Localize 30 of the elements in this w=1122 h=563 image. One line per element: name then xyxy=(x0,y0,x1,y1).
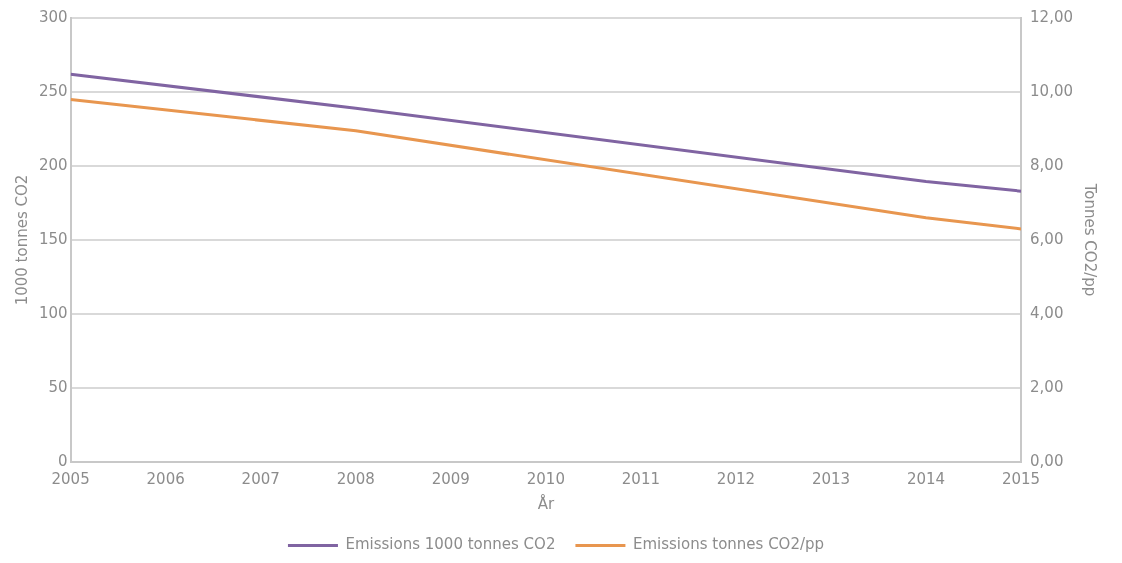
y-tick-label: 100 xyxy=(38,303,68,322)
x-tick-label: 2007 xyxy=(241,469,280,488)
y2-tick-label: 12,00 xyxy=(1030,7,1074,26)
y-axis-title: 1000 tonnes CO2 xyxy=(12,174,31,306)
y-tick-label: 150 xyxy=(38,229,68,248)
y-tick-label: 300 xyxy=(38,7,68,26)
x-tick-label: 2014 xyxy=(906,469,946,488)
x-tick-label: 2006 xyxy=(146,469,185,488)
x-tick-label: 2008 xyxy=(336,469,375,488)
x-tick-label: 2011 xyxy=(621,469,660,488)
x-tick-label: 2013 xyxy=(811,469,851,488)
y-tick-label: 200 xyxy=(38,155,68,174)
y-tick-label: 250 xyxy=(38,81,68,100)
y-tick-label: 50 xyxy=(48,377,68,396)
y2-tick-label: 10,00 xyxy=(1030,81,1074,100)
y2-tick-label: 4,00 xyxy=(1030,303,1064,322)
y2-tick-label: 8,00 xyxy=(1030,155,1064,174)
x-tick-label: 2010 xyxy=(526,469,565,488)
x-tick-label: 2015 xyxy=(1001,469,1041,488)
legend-label: Emissions tonnes CO2/pp xyxy=(632,535,825,554)
y-tick-label: 0 xyxy=(58,451,68,470)
y2-tick-label: 0,00 xyxy=(1030,451,1064,470)
y2-axis-title: Tonnes CO2/pp xyxy=(1081,182,1100,297)
y2-tick-label: 2,00 xyxy=(1030,377,1064,396)
x-tick-label: 2005 xyxy=(51,469,90,488)
x-tick-label: 2009 xyxy=(431,469,470,488)
x-axis-title: År xyxy=(537,493,555,513)
x-tick-label: 2012 xyxy=(716,469,756,488)
y2-tick-label: 6,00 xyxy=(1030,229,1064,248)
legend-label: Emissions 1000 tonnes CO2 xyxy=(345,535,556,554)
